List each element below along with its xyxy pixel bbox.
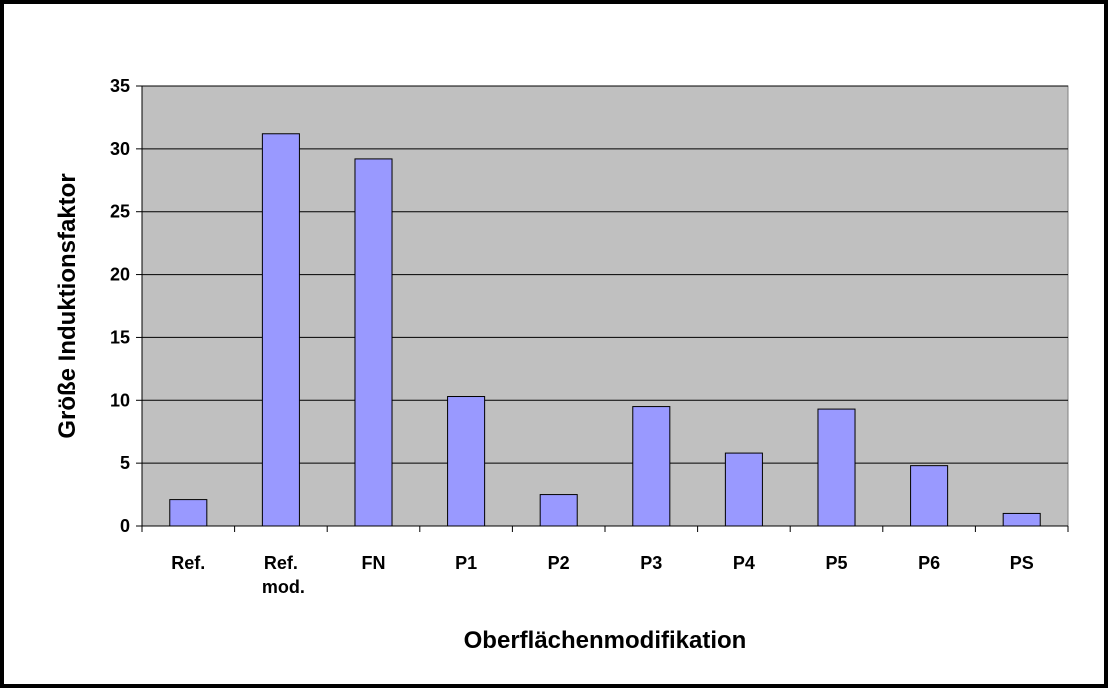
- bar: [724, 452, 763, 527]
- bar: [539, 494, 578, 527]
- bar: [261, 133, 300, 527]
- y-tick-label: 10: [110, 390, 130, 410]
- bar: [817, 408, 856, 527]
- bar: [1002, 512, 1041, 527]
- x-tick-label: P4: [733, 553, 755, 573]
- x-tick-label: P2: [548, 553, 570, 573]
- x-tick-label: P1: [455, 553, 477, 573]
- y-tick-label: 30: [110, 139, 130, 159]
- bar: [169, 499, 208, 527]
- x-tick-label: P6: [918, 553, 940, 573]
- y-tick-label: 25: [110, 202, 130, 222]
- y-tick-label: 15: [110, 327, 130, 347]
- bar: [354, 158, 393, 527]
- bar: [447, 396, 486, 527]
- x-tick-label-line: Ref.: [264, 553, 298, 573]
- y-tick-label: 0: [120, 516, 130, 536]
- x-axis-title: Oberflächenmodifikation: [464, 627, 747, 654]
- x-tick-label: P5: [825, 553, 847, 573]
- x-tick-label: FN: [362, 553, 386, 573]
- y-tick-label: 35: [110, 76, 130, 96]
- x-tick-label: P3: [640, 553, 662, 573]
- y-tick-label: 20: [110, 265, 130, 285]
- y-tick-label: 5: [120, 453, 130, 473]
- x-tick-label: PS: [1010, 553, 1034, 573]
- y-axis-title: Größe Induktionsfaktor: [54, 173, 81, 438]
- bar: [632, 406, 671, 527]
- x-tick-label-line: mod.: [257, 577, 305, 597]
- x-tick-label: Ref. mod.: [257, 553, 305, 597]
- bar: [910, 465, 949, 527]
- x-tick-label: Ref.: [171, 553, 205, 573]
